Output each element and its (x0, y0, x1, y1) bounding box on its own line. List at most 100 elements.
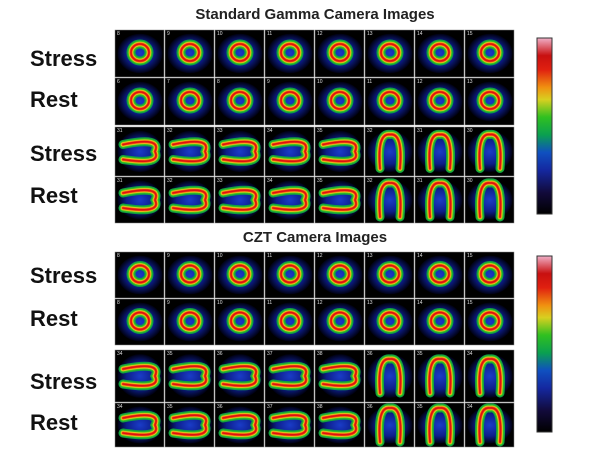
frame-number: 10 (217, 31, 223, 37)
scan-image: 8 (214, 77, 265, 126)
scan-image: 32 (364, 176, 415, 224)
myocardium (428, 133, 452, 170)
scan-image: 32 (364, 126, 415, 177)
scan-image: 8 (114, 298, 165, 346)
frame-number: 11 (267, 31, 272, 37)
myocardium (380, 311, 400, 331)
image-glow (467, 302, 513, 342)
myocardium (330, 264, 350, 284)
frame-number: 36 (367, 404, 373, 410)
scan-image: 10 (214, 298, 265, 346)
image-glow (117, 255, 163, 295)
myocardium (130, 311, 150, 331)
image-glow (317, 302, 363, 342)
frame-number: 34 (467, 351, 473, 357)
scan-image: 36 (364, 402, 415, 448)
scan-image: 35 (314, 176, 365, 224)
image-glow (367, 81, 413, 122)
myocardium (380, 264, 400, 284)
frame-number: 8 (217, 79, 220, 85)
scan-image: 10 (214, 251, 265, 299)
scan-image: 9 (164, 29, 215, 78)
scan-image: 11 (264, 29, 315, 78)
scan-image: 9 (164, 298, 215, 346)
image-glow (417, 81, 463, 122)
myocardium (480, 91, 500, 110)
image-glow (267, 33, 313, 74)
scan-image: 31 (114, 176, 165, 224)
myocardium (180, 43, 200, 62)
image-glow (417, 33, 463, 74)
myocardium (428, 407, 452, 443)
frame-number: 11 (267, 300, 272, 306)
myocardium (378, 133, 402, 170)
row-label: Rest (30, 87, 78, 112)
scan-image: 35 (414, 402, 465, 448)
image-glow (467, 81, 513, 122)
frame-number: 37 (267, 351, 273, 357)
myocardium (330, 311, 350, 331)
frame-number: 9 (167, 31, 170, 37)
image-glow (167, 81, 213, 122)
image-glow (217, 255, 263, 295)
myocardium (130, 91, 150, 110)
scan-image: 35 (414, 349, 465, 403)
myocardium (230, 311, 250, 331)
frame-number: 33 (217, 128, 223, 134)
row-label: Stress (30, 141, 97, 166)
scan-image: 14 (414, 298, 465, 346)
frame-number: 9 (167, 253, 170, 259)
color-bar (536, 255, 553, 433)
scan-image: 34 (264, 126, 315, 177)
scan-image: 8 (114, 251, 165, 299)
color-bar (536, 37, 553, 215)
myocardium (280, 264, 300, 284)
image-glow (217, 302, 263, 342)
frame-number: 34 (117, 404, 123, 410)
row-label: Stress (30, 369, 97, 394)
frame-number: 12 (317, 300, 323, 306)
scan-image: 12 (314, 251, 365, 299)
myocardium (122, 414, 157, 436)
frame-number: 35 (167, 351, 173, 357)
frame-number: 15 (467, 253, 473, 259)
scan-image: 35 (314, 126, 365, 177)
frame-number: 34 (117, 351, 123, 357)
image-glow (317, 81, 363, 122)
myocardium (280, 91, 300, 110)
myocardium (272, 414, 307, 436)
frame-number: 11 (267, 253, 272, 259)
scan-image: 36 (214, 349, 265, 403)
image-glow (117, 81, 163, 122)
image-glow (467, 33, 513, 74)
scan-image: 30 (464, 176, 515, 224)
frame-number: 14 (417, 253, 423, 259)
scan-image: 32 (164, 176, 215, 224)
scan-image: 34 (114, 349, 165, 403)
scan-image: 6 (114, 77, 165, 126)
scan-image: 11 (364, 77, 415, 126)
frame-number: 36 (217, 404, 223, 410)
scan-image: 34 (114, 402, 165, 448)
panel-title: Standard Gamma Camera Images (195, 6, 434, 23)
myocardium (430, 91, 450, 110)
image-glow (167, 302, 213, 342)
frame-number: 12 (317, 253, 323, 259)
image-glow (117, 302, 163, 342)
frame-number: 34 (467, 404, 473, 410)
frame-number: 8 (117, 31, 120, 37)
frame-number: 36 (217, 351, 223, 357)
frame-number: 8 (117, 253, 120, 259)
image-glow (217, 33, 263, 74)
frame-number: 31 (417, 128, 423, 134)
frame-number: 9 (267, 79, 270, 85)
row-label: Rest (30, 306, 78, 331)
myocardium (480, 311, 500, 331)
frame-number: 32 (367, 128, 373, 134)
frame-number: 34 (267, 128, 273, 134)
myocardium (130, 43, 150, 62)
myocardium (172, 365, 207, 387)
myocardium (330, 91, 350, 110)
panel-title: CZT Camera Images (243, 229, 387, 246)
